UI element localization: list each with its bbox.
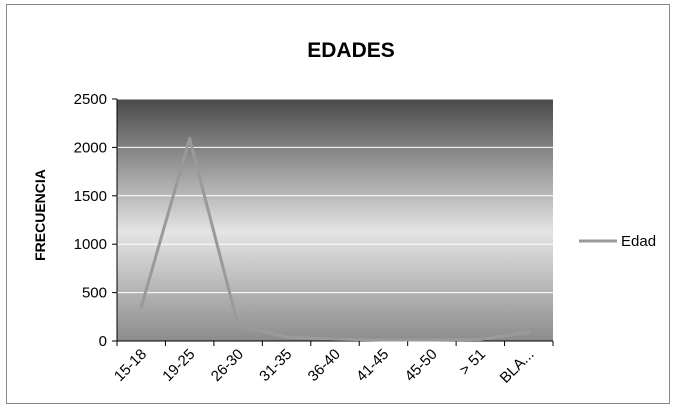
x-tick-label: 36-40 <box>305 346 344 385</box>
data-point <box>478 338 482 342</box>
x-tick-label: 15-18 <box>111 346 150 385</box>
x-tick-label: > 51 <box>456 346 489 379</box>
data-point <box>333 337 337 341</box>
data-point <box>430 338 434 342</box>
x-tick-label: 19-25 <box>159 346 198 385</box>
plot-area <box>117 99 553 341</box>
y-tick-label: 1500 <box>74 188 107 205</box>
chart-title: EDADES <box>307 39 395 62</box>
x-tick-label: BLA... <box>497 346 538 387</box>
x-tick-label: 41-45 <box>353 346 392 385</box>
line-chart: EDADES FRECUENCIA 0 500 1000 1500 2000 2500 15… <box>32 39 656 387</box>
y-tick-label: 500 <box>82 285 107 302</box>
chart-container: EDADES FRECUENCIA 0 500 1000 1500 2000 2500 15… <box>6 4 670 404</box>
data-point <box>139 305 143 309</box>
data-point <box>236 324 240 328</box>
data-point <box>188 137 192 141</box>
y-tick-label: 1000 <box>74 236 107 253</box>
y-axis-label: FRECUENCIA <box>32 169 48 261</box>
x-tick-label: 26-30 <box>208 346 247 385</box>
x-tick-label: 45-50 <box>402 346 441 385</box>
data-point <box>527 330 531 334</box>
y-tick-label: 2500 <box>74 91 107 108</box>
y-tick-label: 0 <box>99 333 107 350</box>
legend-label: Edad <box>621 233 656 250</box>
data-point <box>381 338 385 342</box>
y-tick-label: 2000 <box>74 139 107 156</box>
data-point <box>285 335 289 339</box>
x-tick-label: 31-35 <box>256 346 295 385</box>
